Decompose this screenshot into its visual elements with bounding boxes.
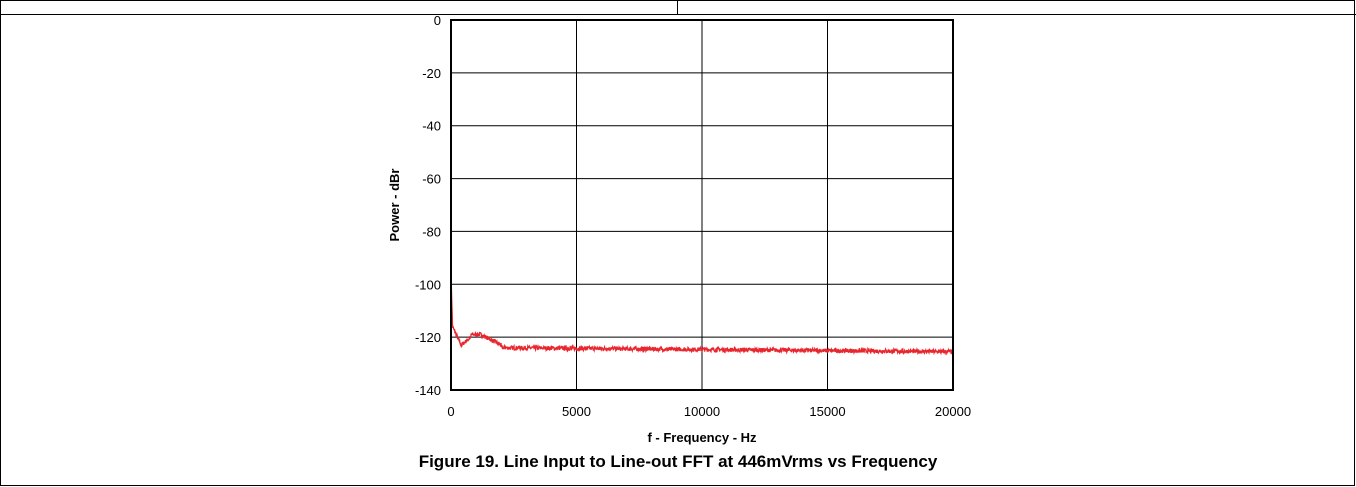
y-tick-label: -100 xyxy=(415,277,441,292)
x-axis-label: f - Frequency - Hz xyxy=(647,430,757,445)
y-axis-label: Power - dBr xyxy=(387,169,402,242)
fft-series xyxy=(450,278,954,356)
noise-floor-line xyxy=(450,278,954,356)
header-divider xyxy=(677,0,678,15)
y-tick-label: -20 xyxy=(422,66,441,81)
y-tick-labels: 0 -20 -40 -60 -80 -100 -120 -140 xyxy=(415,13,441,398)
fft-chart: 0 5000 10000 15000 20000 0 -20 -40 -60 -80 -100 -1… xyxy=(387,13,971,445)
y-tick-label: -120 xyxy=(415,330,441,345)
x-tick-label: 20000 xyxy=(935,404,971,419)
header-rule xyxy=(0,14,1356,15)
x-tick-label: 0 xyxy=(447,404,454,419)
x-tick-label: 5000 xyxy=(562,404,591,419)
x-tick-label: 15000 xyxy=(809,404,845,419)
y-tick-label: -140 xyxy=(415,383,441,398)
y-tick-label: -40 xyxy=(422,119,441,134)
figure-caption: Figure 19. Line Input to Line-out FFT at… xyxy=(418,452,938,471)
x-tick-label: 10000 xyxy=(684,404,720,419)
grid-lines xyxy=(451,20,953,390)
plot-area-border xyxy=(450,19,954,391)
y-tick-label: 0 xyxy=(434,13,441,28)
x-tick-labels: 0 5000 10000 15000 20000 xyxy=(447,404,971,419)
y-tick-label: -60 xyxy=(422,172,441,187)
y-tick-label: -80 xyxy=(422,224,441,239)
